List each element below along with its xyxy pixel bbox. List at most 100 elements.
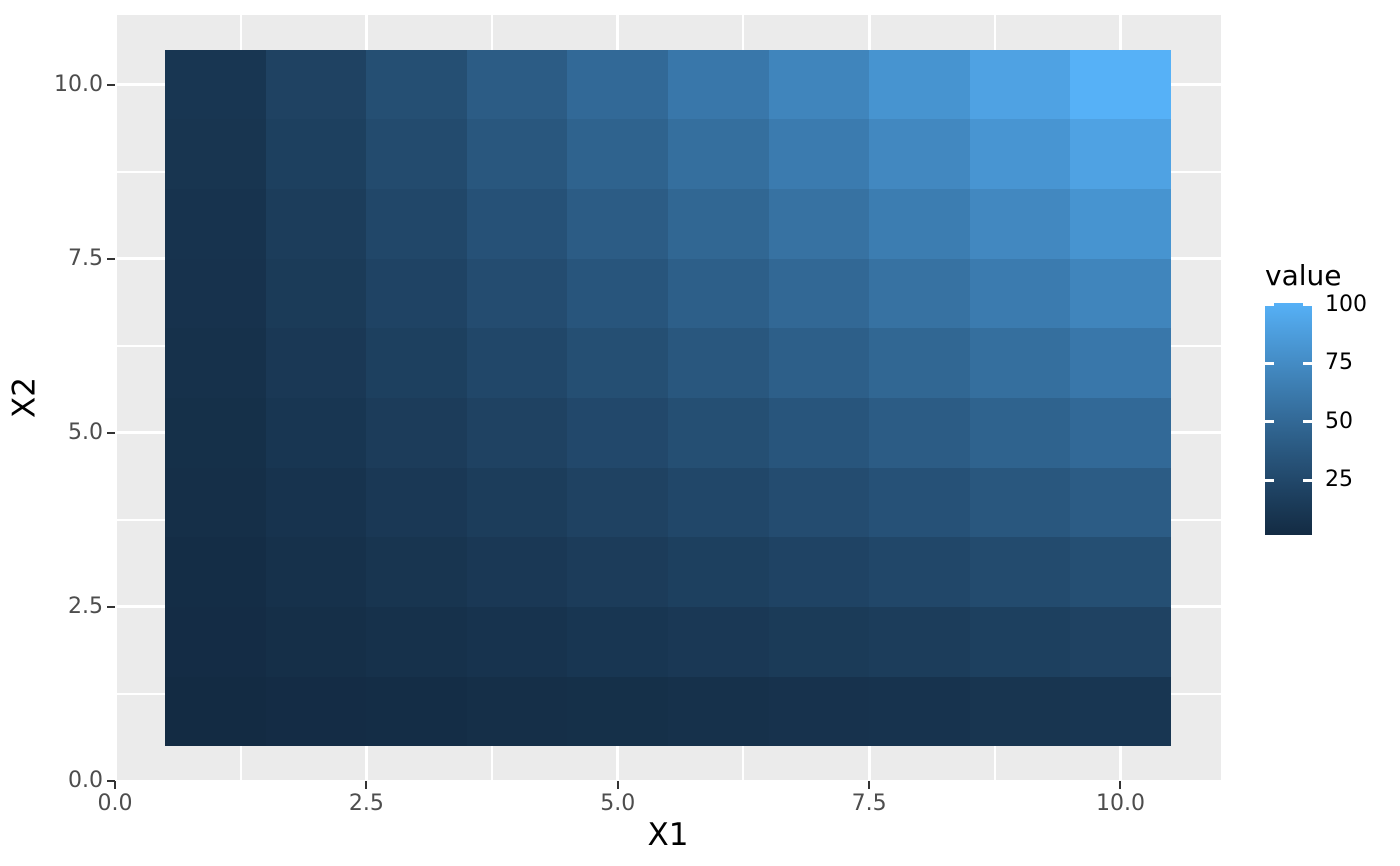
legend-tick-mark	[1303, 420, 1312, 424]
gridline-major-y	[115, 779, 1221, 783]
heatmap-tile	[266, 328, 366, 398]
heatmap-tile	[165, 677, 266, 746]
heatmap-tile	[1070, 398, 1171, 468]
heatmap-tile	[165, 468, 266, 537]
heatmap-tiles	[115, 15, 1221, 781]
heatmap-tile	[1070, 119, 1171, 189]
heatmap-tile	[266, 50, 366, 119]
heatmap-tile	[467, 50, 567, 119]
heatmap-tile	[869, 468, 970, 537]
heatmap-tile	[567, 328, 668, 398]
heatmap-tile	[970, 607, 1070, 677]
heatmap-tile	[165, 328, 266, 398]
heatmap-tile	[668, 607, 769, 677]
heatmap-tile	[366, 259, 467, 328]
heatmap-tile	[567, 259, 668, 328]
plot-panel	[113, 15, 1221, 783]
heatmap-tile	[366, 50, 467, 119]
heatmap-tile	[366, 537, 467, 607]
legend-colorbar	[1265, 303, 1312, 535]
heatmap-tile	[668, 537, 769, 607]
heatmap-tile	[769, 398, 869, 468]
x-tick-mark	[1119, 781, 1122, 789]
heatmap-tile	[366, 119, 467, 189]
y-tick-label: 2.5	[68, 593, 103, 619]
heatmap-tile	[970, 50, 1070, 119]
y-tick-label: 5.0	[68, 419, 103, 445]
x-tick-mark	[114, 781, 116, 789]
x-tick-label: 7.5	[851, 791, 887, 816]
x-tick-mark	[365, 781, 368, 789]
heatmap-tile	[266, 119, 366, 189]
y-tick-mark	[107, 257, 115, 260]
heatmap-tile	[165, 119, 266, 189]
x-tick-mark	[616, 781, 619, 789]
x-tick-label: 10.0	[1095, 791, 1145, 816]
x-tick-label: 5.0	[600, 791, 636, 816]
heatmap-tile	[467, 607, 567, 677]
x-tick-label: 0.0	[97, 791, 133, 816]
heatmap-tile	[769, 259, 869, 328]
x-tick-label: 2.5	[348, 791, 384, 816]
heatmap-tile	[1070, 677, 1171, 746]
heatmap-tile	[567, 677, 668, 746]
x-axis-title: X1	[647, 817, 689, 853]
heatmap-tile	[769, 677, 869, 746]
heatmap-tile	[165, 398, 266, 468]
heatmap-tile	[467, 468, 567, 537]
heatmap-tile	[769, 537, 869, 607]
heatmap-tile	[266, 677, 366, 746]
heatmap-tile	[366, 677, 467, 746]
heatmap-tile	[668, 50, 769, 119]
heatmap-tile	[567, 537, 668, 607]
heatmap-tile	[366, 607, 467, 677]
heatmap-tile	[467, 328, 567, 398]
heatmap-tile	[869, 259, 970, 328]
legend-tick-label: 50	[1325, 408, 1353, 434]
heatmap-tile	[1070, 328, 1171, 398]
heatmap-tile	[567, 189, 668, 259]
legend-tick-mark	[1303, 478, 1312, 482]
heatmap-tile	[769, 607, 869, 677]
heatmap-tile	[668, 468, 769, 537]
legend-tick-mark	[1265, 478, 1274, 482]
y-tick-mark	[107, 780, 115, 782]
heatmap-tile	[970, 677, 1070, 746]
heatmap-tile	[1070, 259, 1171, 328]
heatmap-tile	[1070, 189, 1171, 259]
y-tick-label: 0.0	[68, 768, 103, 793]
heatmap-tile	[366, 468, 467, 537]
heatmap-tile	[366, 328, 467, 398]
heatmap-tile	[869, 50, 970, 119]
legend-tick-mark	[1265, 420, 1274, 424]
heatmap-tile	[869, 189, 970, 259]
heatmap-tile	[467, 537, 567, 607]
heatmap-tile	[668, 398, 769, 468]
heatmap-tile	[970, 398, 1070, 468]
heatmap-tile	[668, 259, 769, 328]
heatmap-tile	[567, 468, 668, 537]
heatmap-tile	[266, 259, 366, 328]
heatmap-tile	[769, 119, 869, 189]
heatmap-tile	[165, 50, 266, 119]
heatmap-tile	[668, 677, 769, 746]
legend-tick-mark	[1265, 303, 1274, 306]
heatmap-tile	[1070, 537, 1171, 607]
heatmap-tile	[266, 398, 366, 468]
heatmap-tile	[567, 398, 668, 468]
y-tick-label: 10.0	[54, 71, 103, 97]
heatmap-tile	[165, 189, 266, 259]
heatmap-tile	[467, 677, 567, 746]
heatmap-tile	[970, 468, 1070, 537]
heatmap-tile	[869, 119, 970, 189]
heatmap-tile	[266, 468, 366, 537]
heatmap-tile	[366, 189, 467, 259]
y-axis-title: X2	[6, 377, 43, 418]
heatmap-tile	[567, 607, 668, 677]
legend-tick-mark	[1303, 303, 1312, 306]
heatmap-tile	[970, 537, 1070, 607]
heatmap-tile	[869, 398, 970, 468]
y-tick-mark	[107, 431, 115, 434]
legend-tick-label: 100	[1325, 291, 1367, 317]
